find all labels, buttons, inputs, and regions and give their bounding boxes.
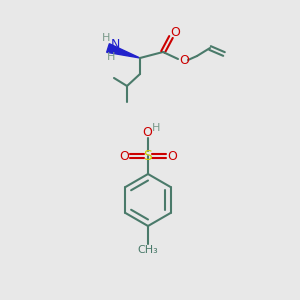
Text: CH₃: CH₃: [138, 245, 158, 255]
Text: N: N: [110, 38, 120, 52]
Text: H: H: [152, 123, 160, 133]
Text: O: O: [167, 149, 177, 163]
Text: H: H: [107, 52, 115, 62]
Text: O: O: [119, 149, 129, 163]
Text: O: O: [170, 26, 180, 38]
Text: S: S: [144, 149, 152, 163]
Text: O: O: [142, 125, 152, 139]
Polygon shape: [107, 44, 140, 58]
Text: O: O: [179, 53, 189, 67]
Text: H: H: [102, 33, 110, 43]
